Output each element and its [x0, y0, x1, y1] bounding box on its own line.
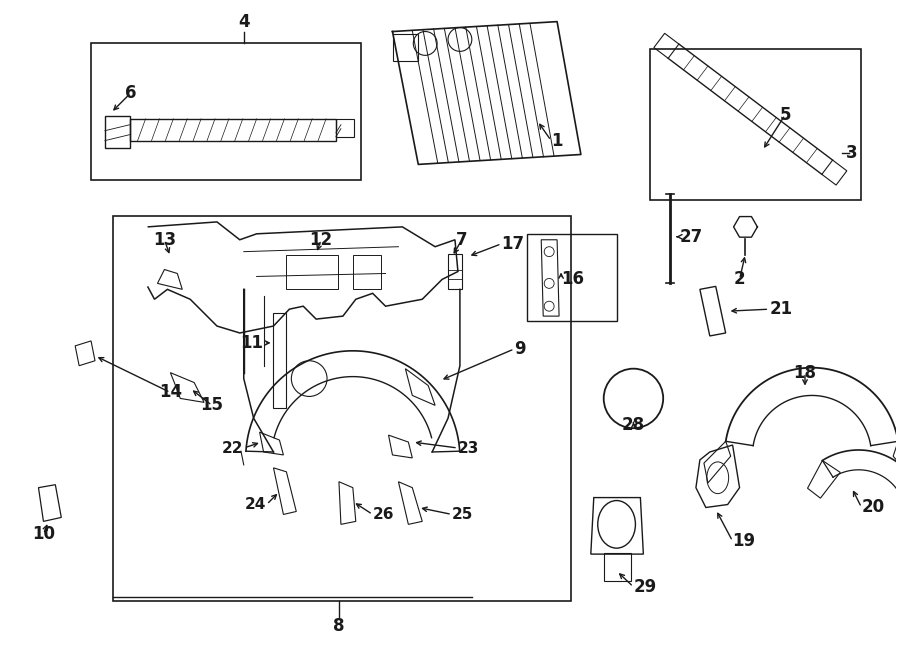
- Text: 22: 22: [222, 440, 244, 455]
- Text: 8: 8: [333, 617, 345, 635]
- Text: 16: 16: [561, 270, 584, 288]
- Text: 12: 12: [310, 231, 333, 249]
- Text: 15: 15: [201, 397, 223, 414]
- Text: 5: 5: [779, 106, 791, 124]
- Bar: [105, 116, 130, 147]
- Text: 24: 24: [245, 497, 266, 512]
- Bar: [651, 50, 860, 200]
- Bar: [527, 234, 616, 321]
- Text: 21: 21: [770, 300, 792, 318]
- Bar: [286, 254, 338, 290]
- Text: 25: 25: [452, 507, 473, 522]
- Text: 14: 14: [158, 383, 182, 401]
- Text: 9: 9: [515, 340, 526, 358]
- Bar: [112, 216, 571, 601]
- Text: 13: 13: [153, 231, 176, 249]
- Text: 27: 27: [680, 228, 703, 246]
- Text: 23: 23: [458, 440, 480, 455]
- Text: 20: 20: [861, 498, 885, 516]
- Text: 4: 4: [238, 13, 249, 30]
- Text: 2: 2: [734, 270, 745, 288]
- Text: 17: 17: [501, 235, 525, 253]
- Text: 26: 26: [373, 507, 394, 522]
- Bar: [336, 119, 354, 137]
- Text: 6: 6: [125, 84, 137, 102]
- Text: 19: 19: [733, 532, 756, 550]
- Bar: [393, 34, 419, 61]
- Bar: [91, 44, 361, 180]
- Text: 1: 1: [551, 132, 562, 149]
- Text: 10: 10: [32, 525, 55, 543]
- Text: 29: 29: [634, 578, 657, 596]
- Bar: [130, 119, 336, 141]
- Bar: [353, 254, 381, 290]
- Text: 3: 3: [846, 143, 858, 161]
- Text: 7: 7: [456, 231, 468, 249]
- Text: 28: 28: [622, 416, 645, 434]
- Text: 11: 11: [240, 334, 264, 352]
- Bar: [604, 553, 632, 581]
- Text: 18: 18: [794, 364, 816, 381]
